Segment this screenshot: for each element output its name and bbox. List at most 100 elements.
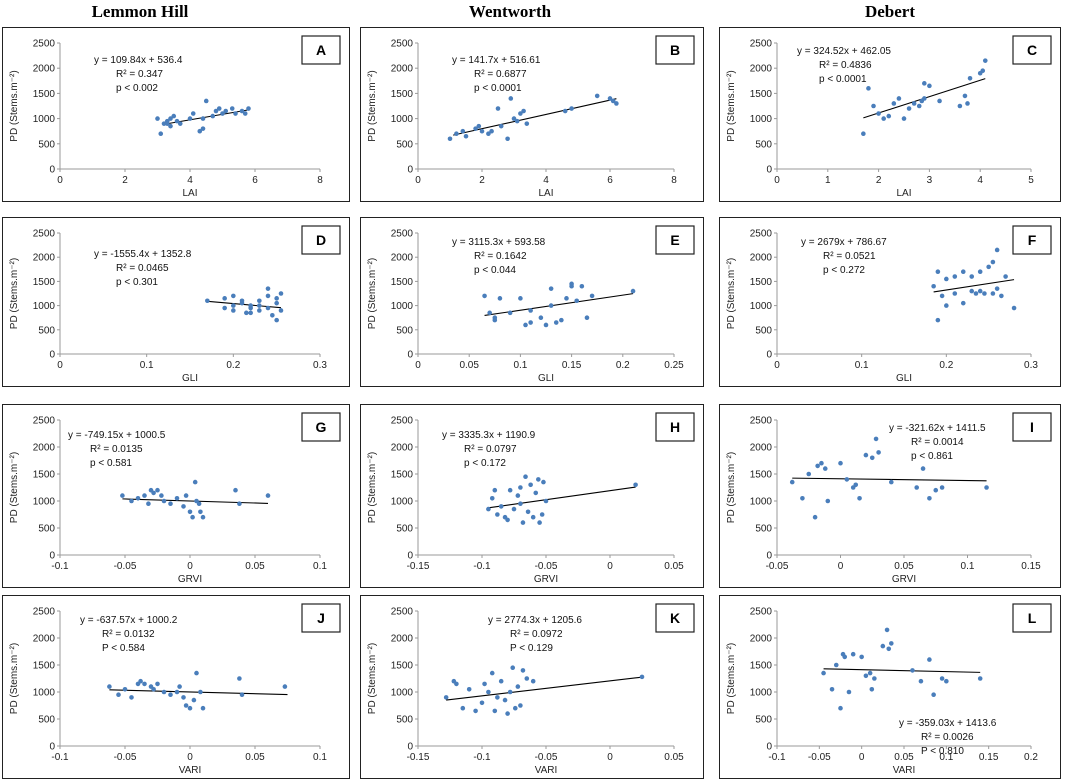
y-tick-label: 2500: [33, 229, 56, 240]
data-point: [846, 689, 852, 695]
data-point: [274, 317, 279, 323]
x-tick-label: 3: [927, 175, 933, 186]
data-point: [812, 514, 818, 520]
data-point: [142, 493, 147, 498]
data-point: [528, 320, 533, 325]
data-point: [492, 708, 498, 714]
x-tick-label: 0.1: [939, 752, 953, 763]
regression-stat-a: R² = 0.347: [116, 69, 163, 80]
data-point: [867, 670, 873, 676]
data-point: [511, 506, 517, 512]
y-axis-label-c: PD (Stems.m⁻²): [726, 70, 737, 141]
data-point: [183, 703, 189, 708]
column-title-wentworth: Wentworth: [468, 2, 552, 21]
panel-border-i: [719, 404, 1061, 588]
data-point: [223, 108, 229, 114]
regression-stat-a: y = 109.84x + 536.4: [94, 55, 183, 66]
data-point: [528, 482, 533, 488]
x-tick-label: 0.25: [664, 360, 684, 371]
data-point: [533, 490, 539, 496]
x-tick-label: -0.15: [407, 561, 430, 572]
data-point: [270, 312, 275, 318]
x-tick-label: 0.05: [459, 360, 479, 371]
data-point: [168, 692, 173, 697]
regression-stat-b: R² = 0.6877: [474, 69, 527, 80]
y-tick-label: 2000: [391, 64, 414, 75]
data-point: [863, 452, 869, 458]
regression-stat-f: R² = 0.0521: [823, 251, 876, 262]
data-point: [487, 310, 492, 316]
data-point: [931, 692, 936, 697]
data-point: [116, 692, 121, 697]
data-point: [454, 681, 459, 687]
data-point: [151, 490, 156, 496]
data-point: [524, 676, 530, 681]
data-point: [486, 506, 491, 512]
data-point: [967, 75, 973, 81]
panel-letter-k: K: [670, 610, 680, 626]
y-tick-label: 2000: [750, 443, 773, 454]
x-tick-label: 0: [415, 175, 421, 186]
chart-panel-a: 0 500 1000 1500 2000 2500 0 2 4 6 8 LAI PD (Stems.m⁻…: [2, 27, 350, 202]
data-point: [510, 665, 516, 670]
x-tick-label: -0.05: [766, 561, 789, 572]
data-point: [231, 293, 236, 299]
data-point: [548, 286, 554, 291]
data-point: [265, 493, 271, 498]
data-point: [257, 298, 262, 304]
y-tick-label: 1500: [33, 661, 56, 672]
x-tick-label: -0.1: [768, 752, 786, 763]
y-tick-label: 1500: [750, 470, 773, 481]
data-point: [927, 83, 932, 89]
regression-stat-c: R² = 0.4836: [819, 60, 872, 71]
panel-letter-a: A: [316, 42, 326, 58]
x-tick-label: 0.1: [313, 752, 327, 763]
regression-stat-e: R² = 0.1642: [474, 251, 527, 262]
data-point: [584, 315, 590, 321]
y-tick-label: 1000: [391, 497, 414, 508]
data-point: [200, 126, 206, 131]
x-tick-label: 0.15: [979, 752, 999, 763]
data-point: [982, 291, 987, 296]
data-point: [194, 670, 199, 676]
x-tick-label: -0.15: [407, 752, 430, 763]
data-point: [265, 286, 271, 291]
data-point: [906, 106, 912, 111]
data-point: [977, 288, 983, 294]
data-point: [589, 293, 595, 299]
data-point: [198, 689, 203, 695]
data-point: [916, 103, 922, 109]
x-axis-label-a: LAI: [182, 188, 197, 199]
data-point: [265, 293, 271, 299]
data-point: [911, 101, 917, 106]
data-point: [543, 498, 549, 504]
data-point: [886, 646, 892, 652]
trend-line-l: [823, 668, 981, 673]
y-tick-label: 500: [755, 139, 772, 150]
data-point: [161, 121, 167, 126]
x-tick-label: -0.05: [535, 561, 558, 572]
data-point: [482, 293, 487, 299]
y-axis-label-a: PD (Stems.m⁻²): [9, 70, 20, 141]
y-tick-label: 1000: [391, 301, 414, 312]
regression-stat-j: R² = 0.0132: [102, 629, 155, 640]
panel-letter-j: J: [317, 610, 325, 626]
chart-panel-c: 0 500 1000 1500 2000 2500 0 1 2 3 4 5 LAI PD (Stems.m…: [719, 27, 1061, 202]
regression-stat-i: R² = 0.0014: [911, 437, 964, 448]
data-point: [980, 68, 986, 74]
panel-letter-box-e: [655, 225, 695, 255]
data-point: [229, 106, 235, 111]
data-point: [505, 711, 510, 716]
regression-stat-j: P < 0.584: [102, 643, 145, 654]
y-tick-label: 500: [38, 715, 55, 726]
y-tick-label: 1000: [750, 301, 773, 312]
x-tick-label: 0: [57, 175, 63, 186]
x-tick-label: 0.15: [562, 360, 582, 371]
panel-letter-box-c: [1012, 35, 1052, 65]
data-point: [479, 128, 485, 134]
data-point: [231, 303, 236, 308]
panel-letter-box-j: [301, 603, 341, 633]
data-point: [530, 678, 536, 684]
data-point: [158, 131, 164, 137]
x-tick-label: -0.05: [114, 752, 137, 763]
